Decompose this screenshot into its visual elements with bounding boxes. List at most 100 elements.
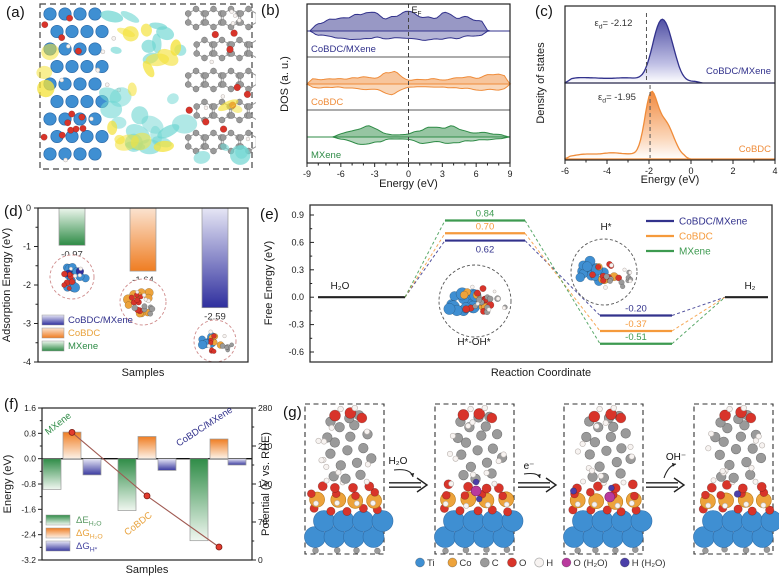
svg-text:Energy (eV): Energy (eV) [641, 174, 700, 186]
panel-label-f: (f) [4, 396, 19, 413]
svg-text:C: C [492, 558, 499, 569]
svg-text:Samples: Samples [126, 564, 169, 576]
svg-text:ΔGH*: ΔGH* [76, 541, 98, 554]
svg-text:H₂O: H₂O [389, 456, 408, 467]
svg-text:εd= -2.12: εd= -2.12 [594, 18, 632, 31]
svg-text:CoBDC/MXene: CoBDC/MXene [679, 217, 748, 228]
svg-text:MXene: MXene [311, 150, 341, 161]
svg-text:ΔGH₂O: ΔGH₂O [76, 528, 103, 541]
svg-text:-0.97: -0.97 [61, 249, 83, 260]
panel-f-energy-potential-chart: 1.60.80.0-0.8-1.6-2.4-3.2 070140210280MXe… [2, 403, 272, 576]
mechanism-structure [434, 403, 524, 555]
svg-text:-1.6: -1.6 [21, 504, 36, 514]
svg-text:4: 4 [772, 166, 777, 176]
svg-text:70: 70 [258, 517, 268, 527]
svg-text:0.6: 0.6 [291, 237, 304, 247]
panel-c-dband-center-chart: εd= -2.12 εd= -1.95 CoBDC/MXene CoBDC -6 -4 -2… [535, 5, 778, 186]
charge-density-art [36, 5, 256, 165]
panel-d-adsorption-energy-chart: -0.97-1.64-2.590-1-2-3-4CoBDC/MXeneCoBDC… [1, 203, 249, 379]
svg-text:-6: -6 [337, 169, 345, 179]
svg-text:MXene: MXene [68, 341, 98, 352]
svg-text:CoBDC: CoBDC [68, 328, 100, 339]
svg-text:-4: -4 [23, 357, 31, 367]
svg-text:Density of states: Density of states [535, 42, 547, 124]
panel-g-reaction-mechanism: H₂O e⁻ OH⁻ Ti Co C O H O (H₂O) H (H₂O) [304, 403, 779, 569]
svg-text:-0.8: -0.8 [21, 479, 36, 489]
svg-text:OH⁻: OH⁻ [666, 452, 686, 463]
svg-text:H (H₂O): H (H₂O) [632, 558, 666, 569]
energy-levels: 0.84 0.70 0.62 -0.20 -0.37 -0.51 H₂O H₂ [318, 208, 768, 345]
reaction-arrow-icon [389, 477, 429, 493]
atom-legend: Ti Co C O H O (H₂O) H (H₂O) [415, 557, 666, 569]
svg-text:0.84: 0.84 [476, 208, 495, 219]
svg-text:MXene: MXene [679, 247, 711, 258]
svg-text:Energy (eV): Energy (eV) [2, 455, 14, 514]
svg-text:EF: EF [412, 5, 422, 18]
svg-text:-2: -2 [23, 280, 31, 290]
svg-text:Energy (eV): Energy (eV) [379, 178, 438, 190]
legend: CoBDC/MXene CoBDC MXene [41, 314, 133, 352]
svg-text:Potential (V vs. RHE): Potential (V vs. RHE) [260, 432, 272, 536]
legend: CoBDC/MXene CoBDC MXene [646, 217, 748, 258]
svg-text:H*-OH*: H*-OH* [457, 337, 490, 348]
svg-text:e⁻: e⁻ [524, 461, 535, 472]
svg-text:Reaction Coordinate: Reaction Coordinate [491, 367, 591, 379]
svg-text:-2.59: -2.59 [204, 312, 226, 323]
svg-text:Adsorption Energy (eV): Adsorption Energy (eV) [1, 228, 13, 342]
svg-text:CoBDC/MXene: CoBDC/MXene [68, 315, 133, 326]
svg-text:-1: -1 [23, 242, 31, 252]
reaction-arrow-icon [518, 477, 558, 493]
svg-text:3: 3 [440, 169, 445, 179]
dos-curves: CoBDC/MXene CoBDC MXene [305, 10, 512, 161]
panel-label-c: (c) [535, 3, 554, 20]
svg-text:9: 9 [507, 169, 512, 179]
reaction-arrow-icon [646, 477, 686, 493]
svg-text:0.9: 0.9 [291, 210, 304, 220]
panel-label-b: (b) [261, 2, 280, 19]
svg-text:280: 280 [258, 403, 272, 413]
svg-text:Free Energy (eV): Free Energy (eV) [263, 241, 275, 325]
svg-text:6: 6 [474, 169, 479, 179]
svg-text:CoBDC: CoBDC [679, 232, 713, 243]
svg-text:-3.2: -3.2 [21, 555, 36, 565]
mechanism-structure [304, 403, 394, 555]
svg-text:-0.3: -0.3 [288, 320, 304, 330]
energy-bars [42, 431, 247, 542]
svg-text:CoBDC/MXene: CoBDC/MXene [311, 44, 376, 55]
panel-label-e: (e) [260, 206, 279, 223]
svg-text:0: 0 [688, 166, 693, 176]
svg-text:0.0: 0.0 [291, 292, 304, 302]
svg-text:-4: -4 [603, 166, 611, 176]
svg-text:CoBDC: CoBDC [122, 510, 154, 539]
svg-text:0.3: 0.3 [291, 265, 304, 275]
svg-text:0.62: 0.62 [476, 245, 495, 256]
mechanism-structure [563, 403, 653, 555]
svg-text:H₂O: H₂O [331, 281, 350, 292]
svg-text:CoBDC/MXene: CoBDC/MXene [706, 66, 771, 77]
svg-text:-9: -9 [303, 169, 311, 179]
svg-text:-0.51: -0.51 [625, 332, 647, 343]
svg-text:0: 0 [26, 203, 31, 213]
svg-text:-2: -2 [645, 166, 653, 176]
panel-label-d: (d) [4, 203, 23, 220]
svg-text:H: H [546, 558, 553, 569]
svg-text:-6: -6 [561, 166, 569, 176]
panel-label-g: (g) [283, 404, 302, 421]
svg-text:-3: -3 [23, 319, 31, 329]
panel-label-a: (a) [6, 4, 25, 21]
svg-text:0: 0 [258, 555, 263, 565]
svg-text:-2.4: -2.4 [21, 530, 36, 540]
svg-text:2: 2 [730, 166, 735, 176]
panel-b-dos-chart: CoBDC/MXene CoBDC MXene EF -9 -6 -3 0 3 6 9 Energy … [279, 3, 513, 190]
svg-text:0.8: 0.8 [24, 428, 36, 438]
svg-text:H₂: H₂ [744, 281, 755, 292]
svg-text:Ti: Ti [427, 558, 435, 569]
svg-text:Samples: Samples [122, 367, 165, 379]
svg-text:H*: H* [600, 222, 611, 233]
svg-text:0: 0 [406, 169, 411, 179]
svg-text:O: O [519, 558, 526, 569]
svg-text:O (H₂O): O (H₂O) [573, 558, 607, 569]
svg-text:εd= -1.95: εd= -1.95 [598, 92, 636, 105]
mechanism-structure [693, 403, 779, 555]
